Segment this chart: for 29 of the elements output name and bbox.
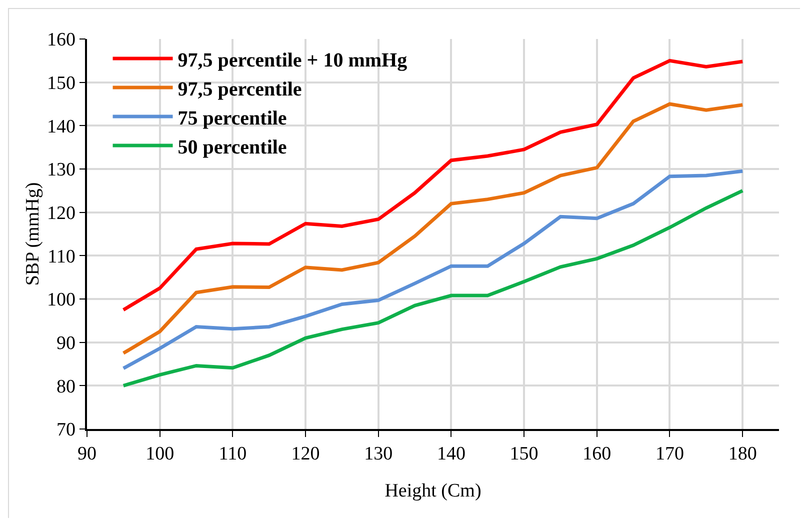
y-tick-label: 150 [46, 72, 76, 94]
y-tick-label: 140 [46, 116, 76, 138]
legend-label: 97,5 percentile + 10 mmHg [178, 49, 408, 72]
y-tick-label: 120 [46, 202, 76, 224]
line-series [122, 169, 744, 370]
y-tick-label: 80 [56, 376, 76, 398]
y-tick-label: 90 [56, 332, 76, 354]
y-tick-label: 70 [56, 420, 76, 441]
x-tick-label: 150 [510, 444, 538, 465]
line-series [122, 188, 744, 388]
x-tick-label: 180 [728, 444, 757, 465]
y-tick-label: 100 [46, 290, 76, 311]
y-axis-title: SBP (mmHg) [22, 182, 44, 286]
x-tick-label: 140 [436, 444, 466, 465]
x-tick-label: 120 [291, 444, 320, 465]
x-tick-label: 110 [218, 444, 247, 465]
x-tick-label: 90 [78, 444, 96, 465]
legend-label: 50 percentile [178, 136, 287, 158]
legend-label: 97,5 percentile [178, 78, 302, 100]
x-tick-label: 160 [582, 444, 612, 465]
y-tick-label: 110 [48, 246, 76, 268]
x-axis-title: Height (Cm) [384, 480, 482, 502]
legend-label: 75 percentile [178, 107, 287, 130]
x-tick-label: 130 [364, 444, 393, 465]
x-tick-label: 100 [146, 444, 174, 465]
y-tick-label: 160 [46, 30, 76, 51]
x-tick-label: 170 [655, 444, 684, 465]
y-tick-label: 130 [46, 160, 76, 181]
line-series [122, 102, 744, 355]
